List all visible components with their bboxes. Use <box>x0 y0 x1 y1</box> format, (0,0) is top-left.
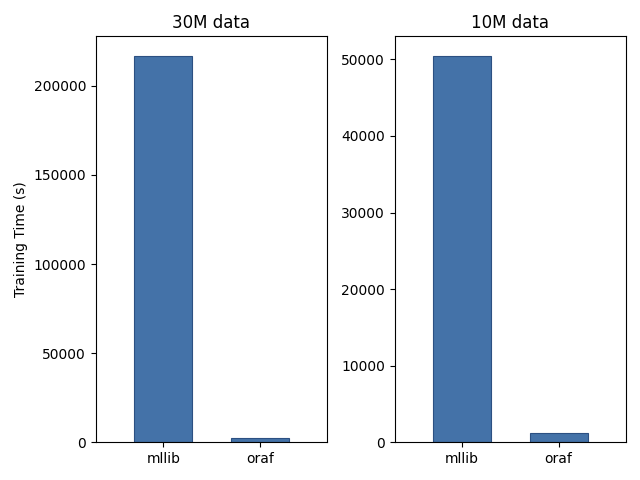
Bar <box>433 56 491 443</box>
Bar <box>530 433 588 443</box>
Title: 10M data: 10M data <box>472 14 549 32</box>
Bar <box>231 438 289 443</box>
Title: 30M data: 30M data <box>173 14 250 32</box>
Y-axis label: Training Time (s): Training Time (s) <box>14 181 28 297</box>
Bar <box>134 56 192 443</box>
